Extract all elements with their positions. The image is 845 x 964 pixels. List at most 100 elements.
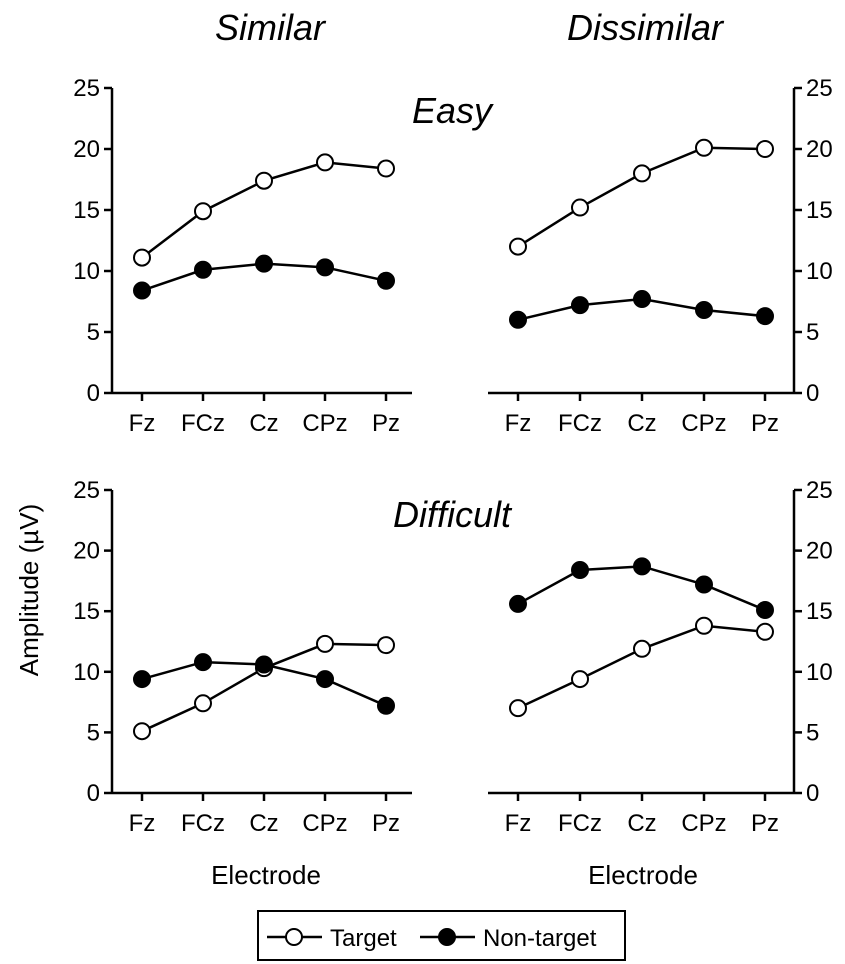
legend: Target Non-target	[257, 910, 626, 961]
nontarget-point	[194, 260, 212, 279]
x-tick-label: FCz	[558, 810, 602, 837]
column-title-dissimilar: Dissimilar	[567, 7, 725, 48]
y-tick-label: 5	[87, 319, 100, 346]
y-tick-label: 15	[73, 598, 100, 625]
target-point	[695, 616, 713, 635]
x-axis-label-left: Electrode	[211, 860, 321, 890]
legend-box	[257, 910, 626, 961]
series-line-target	[517, 146, 766, 248]
target-point	[571, 198, 589, 217]
x-tick-label: FCz	[558, 410, 602, 437]
x-tick-label: Cz	[249, 810, 278, 837]
target-point	[133, 248, 151, 267]
y-tick-label: 5	[87, 719, 100, 746]
target-point	[194, 694, 212, 713]
legend-nontarget-marker	[438, 928, 456, 946]
x-tick-label: Fz	[129, 810, 156, 837]
nontarget-point	[571, 560, 589, 579]
target-point	[316, 634, 334, 653]
x-tick-label: CPz	[302, 810, 347, 837]
nontarget-point	[377, 696, 395, 715]
target-point	[633, 164, 651, 183]
nontarget-point	[756, 600, 774, 619]
legend-target-label: Target	[330, 925, 397, 952]
legend-target-marker	[285, 928, 303, 946]
x-axis-label-right: Electrode	[588, 860, 698, 890]
y-tick-label: 25	[806, 75, 833, 102]
x-tick-label: Pz	[751, 410, 779, 437]
nontarget-point	[377, 271, 395, 290]
x-tick-label: CPz	[302, 410, 347, 437]
series-line-target	[517, 624, 766, 710]
target-point	[571, 670, 589, 689]
panel-1: 0 5 10 15 20 25 Fz FCz Cz CPz Pz	[488, 75, 833, 437]
nontarget-point	[255, 254, 273, 273]
target-point	[695, 138, 713, 157]
nontarget-point	[756, 307, 774, 326]
x-tick-label: Cz	[627, 810, 656, 837]
y-tick-label: 20	[73, 538, 100, 565]
x-tick-label: Fz	[505, 810, 532, 837]
nontarget-point	[255, 655, 273, 674]
target-point	[377, 159, 395, 178]
y-tick-label: 10	[73, 659, 100, 686]
nontarget-point	[695, 575, 713, 594]
y-tick-label: 5	[806, 319, 819, 346]
x-tick-label: Cz	[627, 410, 656, 437]
y-tick-label: 15	[806, 197, 833, 224]
x-tick-label: Cz	[249, 410, 278, 437]
panel-3: 0 5 10 15 20 25 Fz FCz Cz CPz Pz	[488, 477, 833, 837]
y-tick-label: 25	[73, 477, 100, 504]
nontarget-point	[316, 258, 334, 277]
nontarget-point	[633, 290, 651, 309]
target-point	[255, 171, 273, 190]
x-tick-label: Pz	[372, 810, 400, 837]
nontarget-point	[509, 310, 527, 329]
target-point	[316, 153, 334, 172]
target-point	[756, 622, 774, 641]
x-tick-label: FCz	[181, 410, 225, 437]
target-point	[756, 140, 774, 158]
x-tick-label: Fz	[505, 410, 532, 437]
y-tick-label: 0	[87, 380, 100, 407]
y-tick-label: 0	[806, 780, 819, 807]
column-title-similar: Similar	[215, 7, 327, 48]
x-tick-label: Pz	[751, 810, 779, 837]
target-point	[133, 722, 151, 741]
x-tick-label: Pz	[372, 410, 400, 437]
y-tick-label: 10	[73, 258, 100, 285]
target-point	[194, 202, 212, 221]
panel-0: 0 5 10 15 20 25 Fz FCz Cz CPz Pz	[73, 75, 412, 437]
y-tick-label: 5	[806, 719, 819, 746]
target-point	[633, 639, 651, 658]
y-tick-label: 25	[806, 477, 833, 504]
x-tick-label: FCz	[181, 810, 225, 837]
y-tick-label: 20	[806, 136, 833, 163]
row-title-difficult: Difficult	[393, 494, 513, 535]
x-tick-label: CPz	[681, 410, 726, 437]
y-tick-label: 0	[806, 380, 819, 407]
y-tick-label: 20	[806, 538, 833, 565]
nontarget-point	[509, 594, 527, 613]
nontarget-point	[316, 670, 334, 689]
x-tick-label: CPz	[681, 810, 726, 837]
nontarget-point	[194, 653, 212, 672]
nontarget-point	[571, 296, 589, 315]
nontarget-point	[633, 557, 651, 576]
target-point	[509, 699, 527, 718]
y-tick-label: 10	[806, 258, 833, 285]
y-tick-label: 25	[73, 75, 100, 102]
panel-2: 0 5 10 15 20 25 Fz FCz Cz CPz Pz	[73, 477, 412, 837]
x-tick-label: Fz	[129, 410, 156, 437]
y-tick-label: 20	[73, 136, 100, 163]
y-tick-label: 15	[806, 598, 833, 625]
row-title-easy: Easy	[412, 90, 494, 131]
nontarget-point	[695, 301, 713, 320]
target-point	[377, 636, 395, 655]
y-tick-label: 0	[87, 780, 100, 807]
legend-nontarget-label: Non-target	[483, 925, 597, 952]
y-tick-label: 10	[806, 659, 833, 686]
target-point	[509, 237, 527, 256]
panels: 0 5 10 15 20 25 Fz FCz Cz CPz Pz 0 5 10 15 20 25 Fz FCz Cz C…	[73, 75, 832, 837]
